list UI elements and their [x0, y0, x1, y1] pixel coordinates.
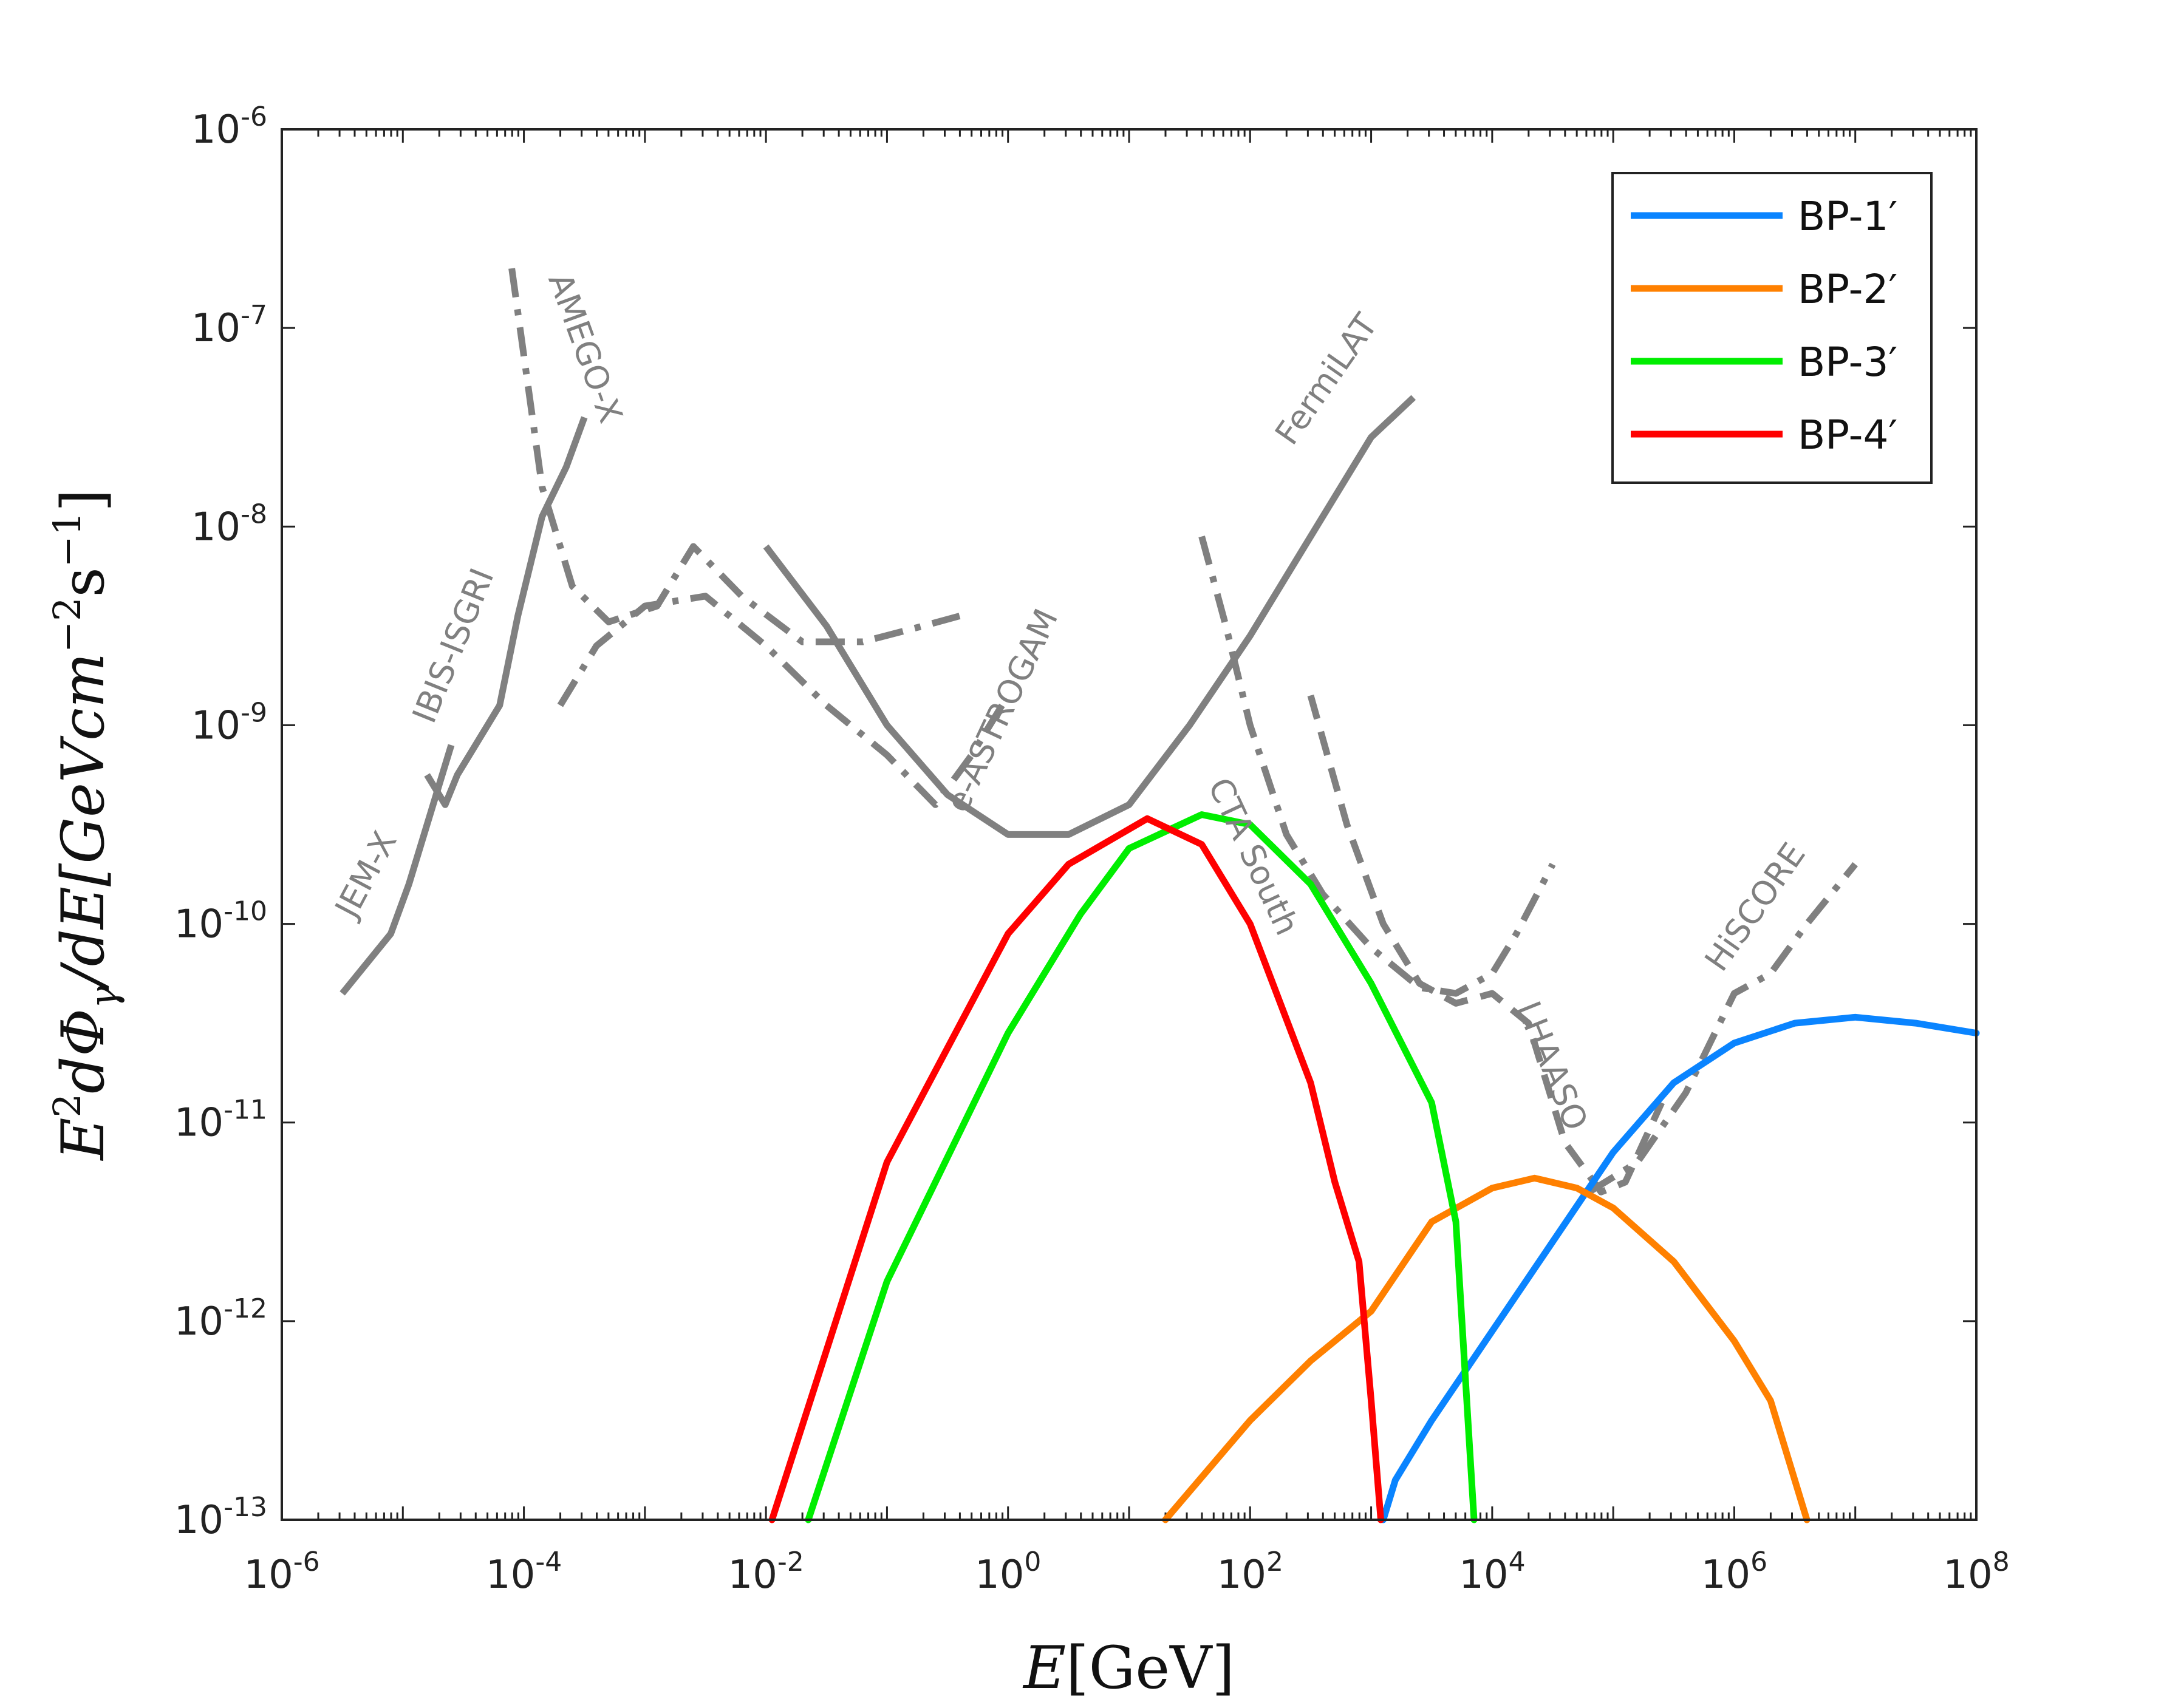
bp-4-curve [768, 815, 1384, 1523]
hiscore-sensitivity-curve [1587, 862, 1858, 1195]
y-tick-label: 10-12 [174, 1293, 267, 1344]
x-tick-label: 104 [1459, 1546, 1525, 1597]
legend: BP-1′ BP-2′ BP-3′ BP-4′ [1611, 172, 1933, 484]
signal-curves [768, 811, 1980, 1523]
plot-frame [281, 128, 1978, 1521]
x-tick-label: 10-6 [244, 1546, 319, 1597]
x-tick-labels: 10-6 10-4 10-2 100 102 104 106 108 [244, 1546, 2009, 1597]
e-astrogam-label: e-ASTROGAM [938, 603, 1066, 818]
x-tick-label: 108 [1943, 1546, 2009, 1597]
hiscore-label: HiSCORE [1698, 836, 1813, 978]
legend-label-bp-3: BP-3′ [1798, 339, 1897, 386]
amego-x-sensitivity-curve [508, 268, 961, 645]
x-tick-label: 106 [1701, 1546, 1767, 1597]
y-tick-label: 10-10 [174, 896, 267, 947]
y-tick-labels: 10-13 10-12 10-11 10-10 10-9 10-8 10-7 10-6 [174, 101, 267, 1543]
legend-label-bp-2: BP-2′ [1798, 266, 1897, 313]
x-tick-label: 102 [1217, 1546, 1283, 1597]
annotations: JEM-X IBIS-ISGRI AMEGO-X e-ASTROGAM FermiLAT… [327, 268, 1813, 1135]
y-tick-label: 10-7 [191, 300, 267, 351]
legend-label-bp-4: BP-4′ [1798, 412, 1897, 458]
fermilat-label: FermiLAT [1268, 306, 1385, 451]
y-axis-title: E2dΦγ/dE[GeVcm−2s−1] [45, 489, 126, 1161]
lhaaso-sensitivity-curve [1307, 694, 1665, 1196]
amego-x-label: AMEGO-X [541, 268, 630, 427]
fermilat-sensitivity-curve [763, 395, 1416, 838]
ibis-isgri-sensitivity-curve [424, 416, 588, 808]
lhaaso-label: LHAASO [1509, 996, 1596, 1135]
x-axis-title: E[GeV] [1022, 1634, 1235, 1702]
sensitivity-curves [340, 268, 1858, 1196]
y-tick-label: 10-11 [174, 1095, 267, 1146]
ibis-isgri-label: IBIS-ISGRI [405, 563, 502, 728]
y-tick-label: 10-9 [191, 697, 267, 748]
bp-3-curve [805, 811, 1478, 1523]
y-tick-label: 10-8 [191, 498, 267, 549]
cta-south-sensitivity-curve [1198, 536, 1556, 997]
x-tick-label: 10-4 [486, 1546, 562, 1597]
bp-2-curve [1162, 1174, 1811, 1523]
y-tick-label: 10-6 [191, 101, 267, 152]
x-tick-label: 10-2 [728, 1546, 804, 1597]
x-tick-label: 100 [975, 1546, 1041, 1597]
bp-1-curve [1380, 1013, 1980, 1523]
cta-south-label: CTA South [1201, 772, 1306, 941]
e-astrogam-sensitivity-curve [557, 593, 1011, 808]
jem-x-label: JEM-X [327, 825, 404, 925]
y-tick-label: 10-13 [174, 1492, 267, 1543]
legend-label-bp-1: BP-1′ [1798, 193, 1897, 240]
